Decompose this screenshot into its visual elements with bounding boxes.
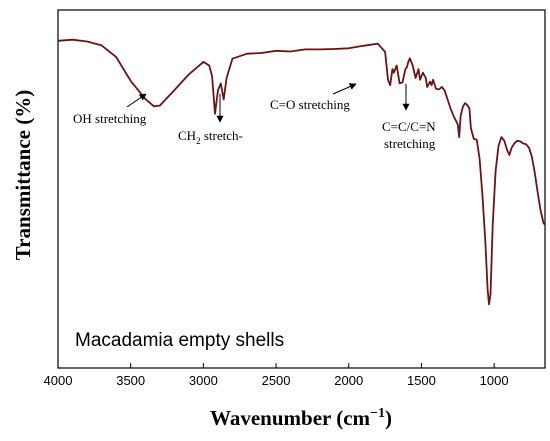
plot-frame — [57, 9, 546, 369]
x-axis-title-close: ) — [385, 406, 392, 430]
annotation-ch2-main: CH — [178, 128, 196, 143]
x-tick-label: 1000 — [480, 373, 509, 388]
x-tick-label: 2500 — [262, 373, 291, 388]
annotation-cc-cn-line1: C=C/C=N — [382, 119, 436, 134]
x-tick-label: 4000 — [44, 373, 73, 388]
annotation-oh-arrow — [126, 93, 147, 108]
x-axis-title-main: Wavenumber (cm — [210, 406, 371, 430]
y-axis-title: Transmittance (%) — [11, 90, 35, 261]
series-line-transmittance — [57, 38, 546, 306]
annotation-oh-stretching: OH stretching — [73, 93, 147, 126]
x-axis-title: Wavenumber (cm−1) — [210, 406, 392, 430]
x-axis-title-superscript: −1 — [370, 406, 385, 421]
x-tick-label: 2000 — [334, 373, 363, 388]
x-axis-ticks: 4000 3500 3000 2500 2000 1500 1000 — [44, 363, 509, 388]
x-tick-label: 3000 — [189, 373, 218, 388]
x-tick-label: 1500 — [407, 373, 436, 388]
annotation-cc-cn-line2: stretching — [384, 136, 436, 151]
sample-label: Macadamia empty shells — [75, 330, 284, 351]
annotation-ch2-stretch: CH2 stretch- — [178, 94, 243, 146]
annotation-co-stretching: C=O stretching — [270, 83, 357, 112]
annotation-co-arrow — [332, 83, 357, 95]
annotation-co-text: C=O stretching — [270, 97, 350, 112]
annotation-cc-cn-stretching: C=C/C=N stretching — [382, 84, 436, 151]
annotation-oh-text: OH stretching — [73, 111, 147, 126]
annotation-ch2-subscript: 2 — [196, 136, 201, 146]
annotation-ch2-text: CH2 stretch- — [178, 128, 243, 146]
x-tick-label: 3500 — [116, 373, 145, 388]
annotation-ch2-rest: stretch- — [201, 128, 243, 143]
